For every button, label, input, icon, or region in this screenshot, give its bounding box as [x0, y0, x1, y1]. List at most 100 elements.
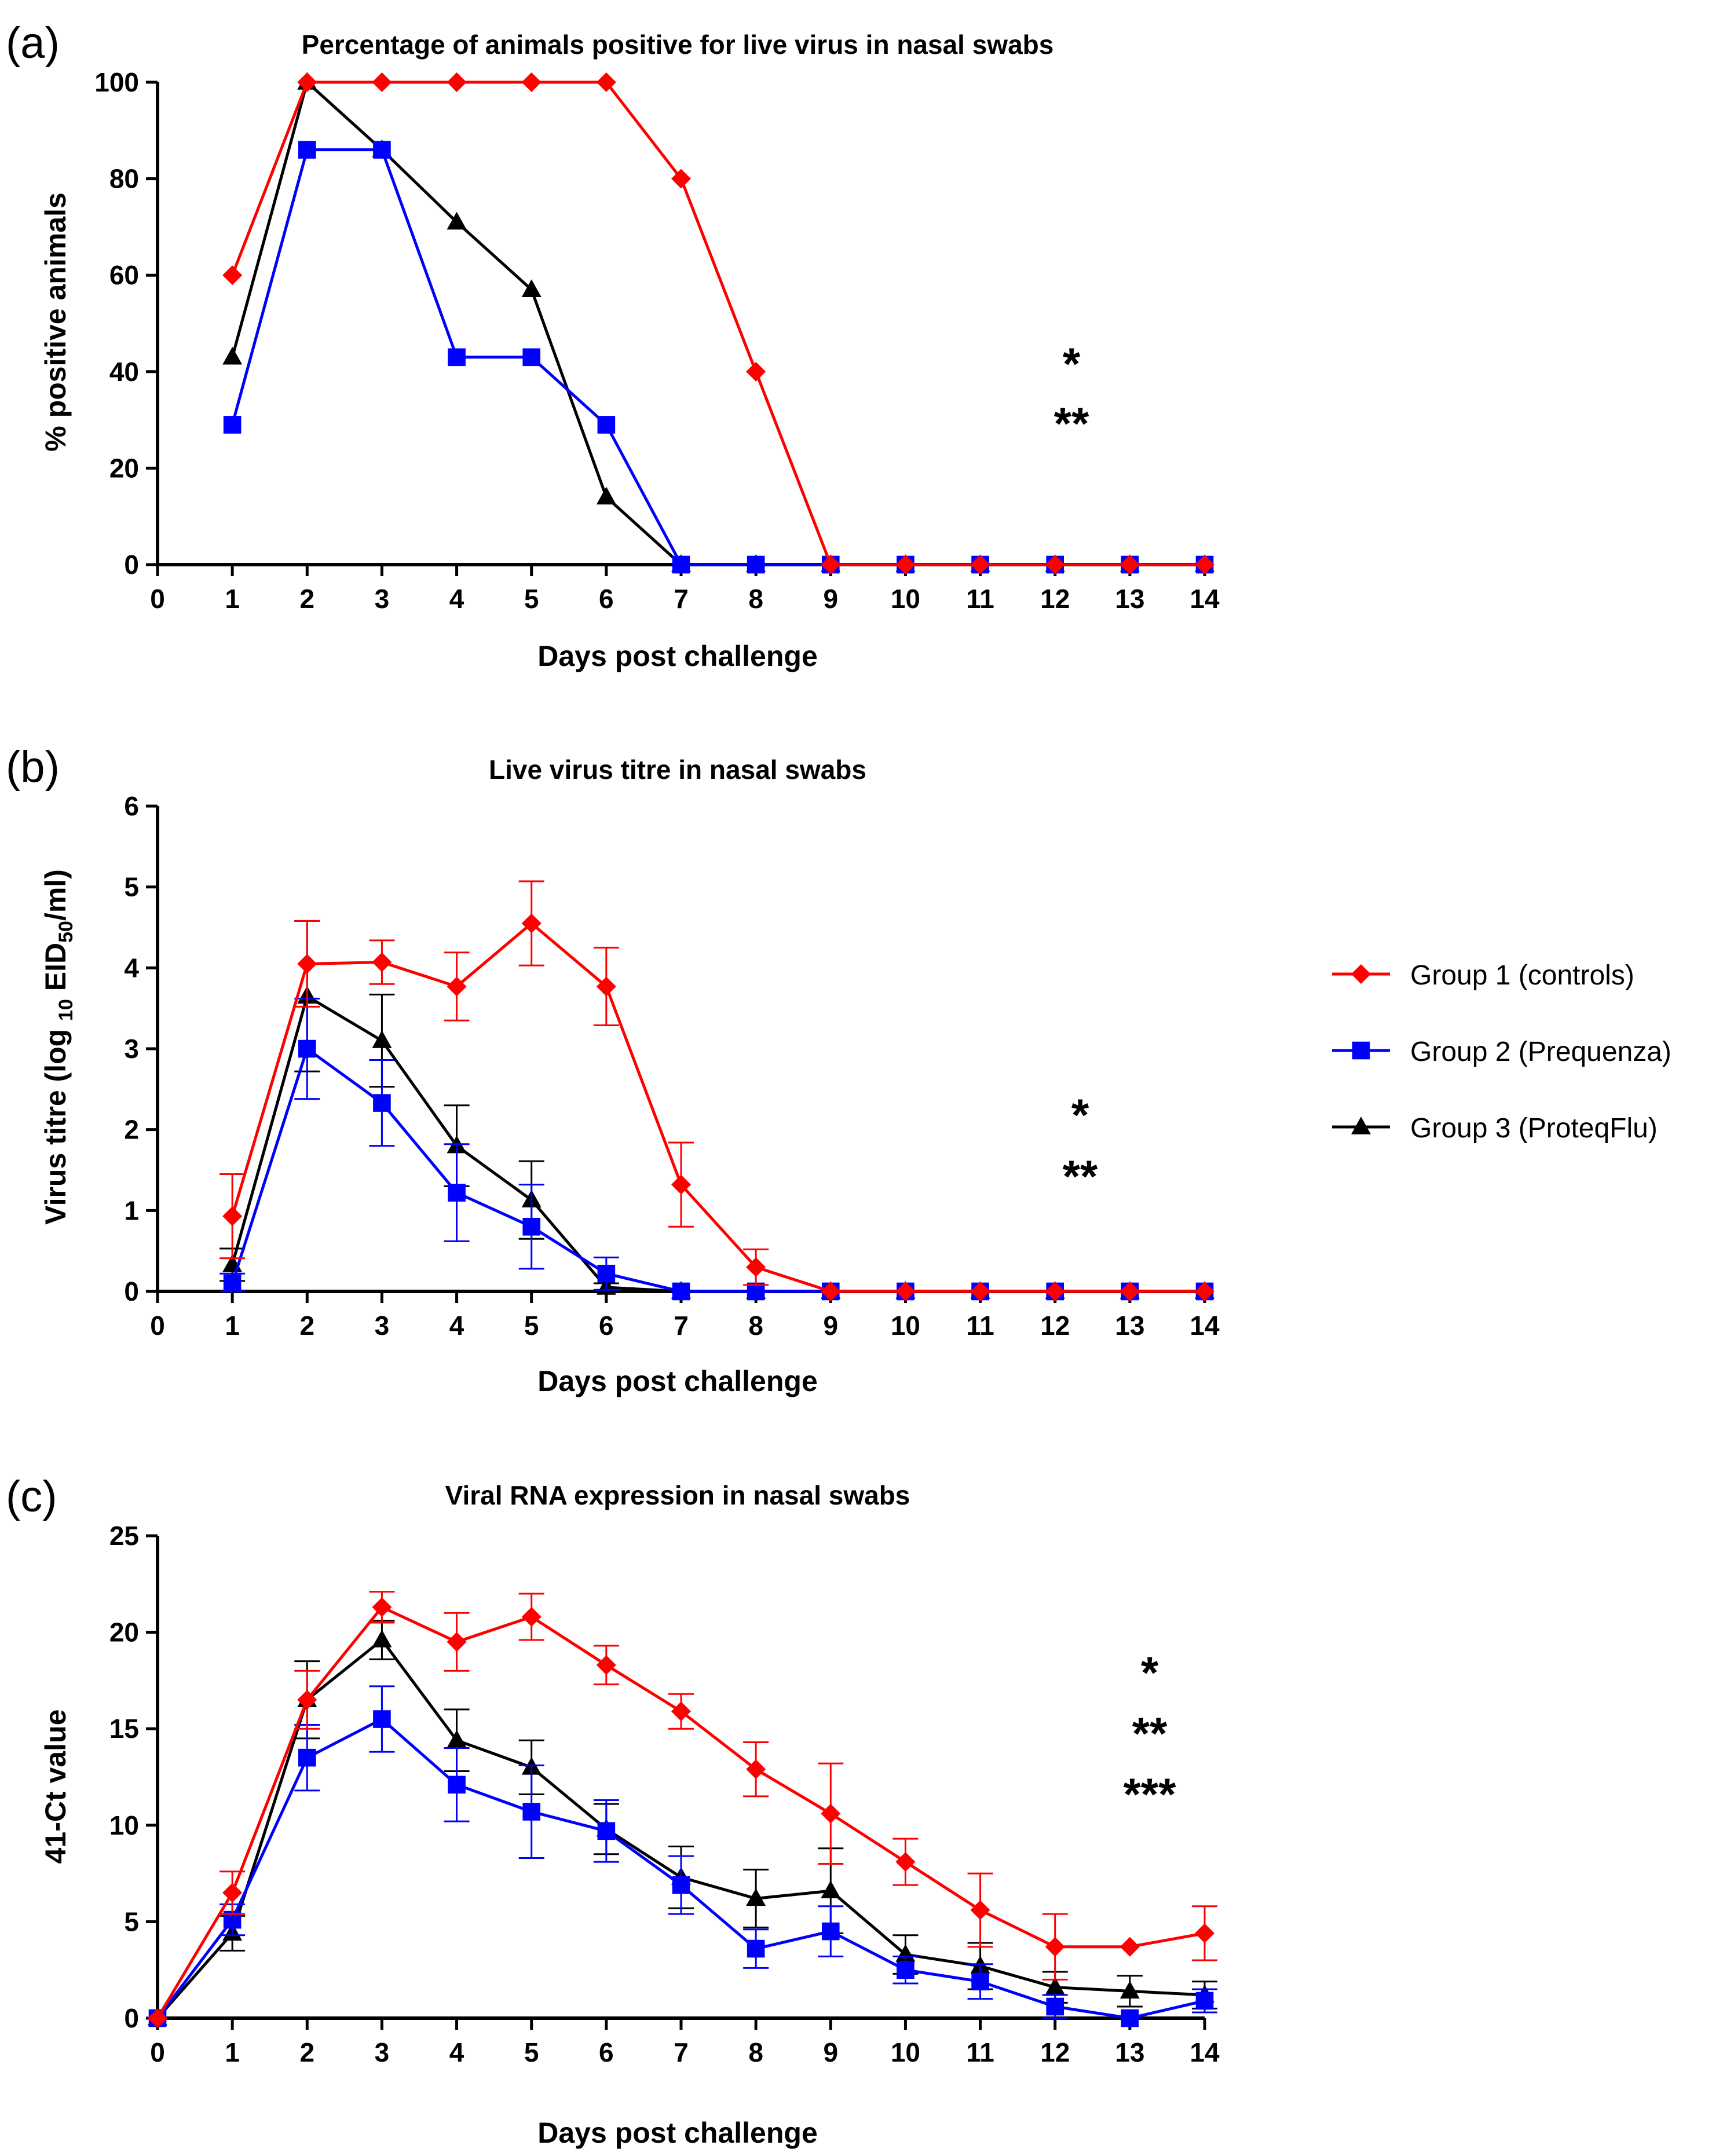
data-point — [522, 348, 541, 367]
data-point — [1121, 2009, 1139, 2027]
data-point — [596, 1655, 616, 1675]
data-point — [297, 954, 317, 974]
panel-c: (c) Viral RNA expression in nasal swabs … — [6, 1472, 1220, 2149]
x-tick-label: 12 — [1040, 1311, 1070, 1341]
x-tick-label: 0 — [150, 1311, 165, 1341]
data-point — [746, 1888, 766, 1906]
data-point — [596, 976, 616, 997]
data-point — [297, 72, 317, 92]
x-tick-label: 5 — [524, 1311, 539, 1341]
x-axis-label: Days post challenge — [537, 1365, 818, 1397]
x-tick-label: 9 — [823, 1311, 838, 1341]
legend: Group 1 (controls) Group 2 (Prequenza) G… — [1332, 960, 1671, 1144]
data-point — [521, 1606, 542, 1627]
data-point — [970, 1282, 990, 1301]
data-point — [971, 1972, 989, 1990]
panel-a: (a) Percentage of animals positive for l… — [6, 19, 1220, 672]
data-point — [970, 555, 990, 574]
x-axis-label: Days post challenge — [537, 640, 818, 672]
y-tick-label: 10 — [109, 1810, 139, 1840]
data-point — [223, 1274, 242, 1293]
data-point — [895, 1944, 916, 1962]
x-tick-label: 12 — [1040, 584, 1070, 614]
x-tick-label: 14 — [1190, 1311, 1220, 1341]
data-point — [373, 1710, 391, 1728]
data-point — [372, 1597, 392, 1617]
data-point — [1120, 1282, 1140, 1301]
legend-label: Group 1 (controls) — [1410, 960, 1634, 991]
x-tick-label: 6 — [599, 1311, 614, 1341]
legend-label: Group 2 (Prequenza) — [1410, 1037, 1671, 1067]
data-point — [821, 1880, 841, 1898]
data-point — [448, 1184, 466, 1202]
x-tick-label: 9 — [823, 2037, 838, 2067]
x-tick-label: 2 — [299, 2037, 314, 2067]
legend-marker — [1351, 964, 1371, 984]
data-point — [372, 72, 392, 92]
data-point — [821, 1282, 841, 1301]
series-line — [231, 80, 1205, 566]
legend-marker — [1352, 1041, 1370, 1060]
data-point — [1195, 1992, 1214, 2010]
x-tick-label: 3 — [375, 2037, 390, 2067]
x-tick-label: 1 — [225, 1311, 240, 1341]
panel-label: (a) — [6, 19, 60, 68]
data-point — [746, 1257, 766, 1278]
data-point — [521, 72, 542, 92]
data-point — [447, 1632, 467, 1652]
data-point — [372, 1630, 392, 1648]
x-tick-label: 2 — [299, 1311, 314, 1341]
y-tick-label: 20 — [109, 1617, 139, 1648]
x-tick-label: 13 — [1115, 1311, 1144, 1341]
x-tick-label: 5 — [524, 584, 539, 614]
data-point — [222, 1206, 243, 1227]
chart-title: Viral RNA expression in nasal swabs — [445, 1480, 910, 1510]
legend-item-group-2: Group 2 (Prequenza) — [1332, 1037, 1671, 1067]
x-tick-label: 10 — [891, 584, 920, 614]
x-tick-label: 8 — [748, 1311, 763, 1341]
significance-marker: ** — [1132, 1708, 1168, 1759]
y-tick-label: 40 — [109, 357, 139, 387]
data-point — [1045, 1976, 1065, 1995]
data-point — [897, 1961, 914, 1979]
data-point — [1120, 1937, 1140, 1957]
data-point — [447, 72, 467, 92]
data-point — [970, 1900, 990, 1920]
chart-title: Percentage of animals positive for live … — [302, 30, 1054, 60]
x-tick-label: 10 — [891, 1311, 920, 1341]
x-tick-label: 4 — [449, 1311, 464, 1341]
data-point — [672, 555, 690, 574]
y-tick-label: 100 — [94, 67, 139, 97]
series — [220, 880, 1214, 1301]
significance-marker: * — [1071, 1089, 1089, 1140]
data-point — [447, 1730, 467, 1748]
data-point — [597, 1264, 616, 1283]
data-point — [1195, 1282, 1214, 1301]
y-tick-label: 60 — [109, 260, 139, 290]
x-tick-label: 7 — [674, 1311, 689, 1341]
y-axis-label: Virus titre (log 10 EID50/ml) — [39, 869, 77, 1225]
data-point — [521, 279, 542, 297]
data-point — [222, 1883, 243, 1903]
data-point — [597, 416, 616, 434]
y-tick-label: 20 — [109, 453, 139, 483]
legend-item-group-1: Group 1 (controls) — [1332, 960, 1634, 991]
series — [222, 72, 1214, 572]
x-tick-label: 8 — [748, 584, 763, 614]
x-tick-label: 14 — [1190, 2037, 1220, 2067]
series — [220, 997, 1214, 1301]
data-point — [672, 1876, 690, 1894]
significance-marker: * — [1063, 338, 1081, 389]
x-tick-label: 0 — [150, 584, 165, 614]
data-point — [671, 169, 691, 189]
x-tick-label: 7 — [674, 2037, 689, 2067]
x-tick-label: 13 — [1115, 584, 1144, 614]
data-point — [372, 952, 392, 972]
data-point — [1195, 555, 1214, 574]
data-point — [448, 348, 466, 367]
data-point — [372, 1030, 392, 1048]
data-point — [597, 1822, 616, 1840]
data-point — [746, 361, 766, 382]
y-tick-label: 2 — [124, 1115, 139, 1145]
x-tick-label: 3 — [375, 1311, 390, 1341]
